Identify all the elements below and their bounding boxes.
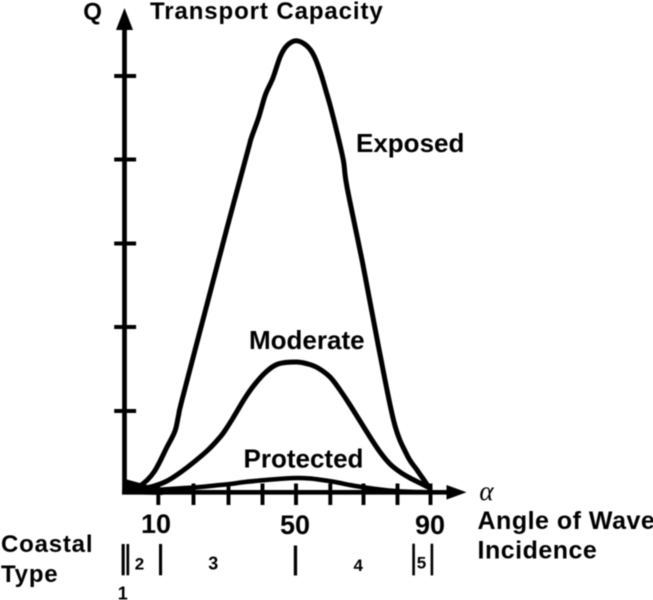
svg-text:5: 5 xyxy=(417,554,426,573)
svg-text:Q: Q xyxy=(83,0,102,26)
svg-text:10: 10 xyxy=(141,509,171,539)
svg-text:Protected: Protected xyxy=(244,444,364,474)
svg-text:2: 2 xyxy=(135,555,144,574)
svg-text:Moderate: Moderate xyxy=(249,325,365,355)
svg-text:Exposed: Exposed xyxy=(356,128,464,158)
svg-text:α: α xyxy=(479,476,494,506)
svg-text:50: 50 xyxy=(280,510,310,540)
svg-text:Transport Capacity: Transport Capacity xyxy=(150,0,384,25)
svg-text:Type: Type xyxy=(1,561,58,588)
svg-text:Incidence: Incidence xyxy=(478,537,598,565)
svg-text:1: 1 xyxy=(118,584,128,600)
svg-text:Angle of Wave: Angle of Wave xyxy=(478,507,653,535)
svg-text:4: 4 xyxy=(354,556,364,575)
svg-text:90: 90 xyxy=(415,510,445,540)
svg-text:Coastal: Coastal xyxy=(1,531,93,558)
svg-text:3: 3 xyxy=(208,554,218,574)
